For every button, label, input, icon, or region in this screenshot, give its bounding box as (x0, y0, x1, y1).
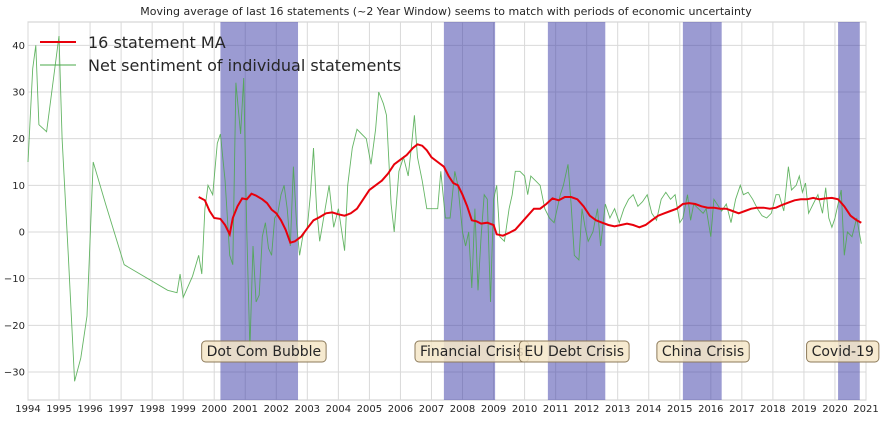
x-tick-label: 1998 (139, 404, 164, 415)
y-tick-label: −10 (4, 274, 25, 285)
annotation-background (656, 340, 750, 363)
annotation-box: EU Debt Crisis (518, 340, 630, 363)
x-tick-label: 2004 (326, 404, 351, 415)
x-tick-label: 2019 (791, 404, 816, 415)
x-tick-label: 2020 (822, 404, 847, 415)
x-tick-label: 2010 (512, 404, 537, 415)
y-tick-label: 40 (12, 41, 25, 52)
y-tick-label: −30 (4, 368, 25, 379)
x-axis: 1994 1995 1996 1997 1998 1999 2000 2001 2002 2003… (15, 404, 878, 415)
chart-title: Moving average of last 16 statements (~2… (140, 5, 752, 18)
x-tick-label: 2011 (543, 404, 568, 415)
y-tick-label: 20 (12, 134, 25, 145)
legend-net-label: Net sentiment of individual statements (88, 56, 401, 75)
y-tick-label: 0 (19, 228, 25, 239)
x-tick-label: 2003 (295, 404, 320, 415)
x-tick-label: 2021 (853, 404, 878, 415)
crisis-band (547, 22, 606, 400)
crisis-band (838, 22, 860, 400)
annotation-box: Covid-19 (806, 340, 880, 363)
annotation-label: Financial Crisis (420, 344, 524, 360)
annotation-box: Dot Com Bubble (201, 340, 327, 363)
x-tick-label: 2012 (574, 404, 599, 415)
x-tick-label: 1997 (108, 404, 133, 415)
y-tick-label: 10 (12, 181, 25, 192)
annotation-label: China Crisis (662, 344, 744, 360)
annotation-background (518, 340, 630, 363)
x-tick-label: 2005 (357, 404, 382, 415)
x-tick-label: 2018 (760, 404, 785, 415)
annotation-box: Financial Crisis (414, 340, 530, 363)
y-tick-label: 30 (12, 88, 25, 99)
x-tick-label: 1999 (170, 404, 195, 415)
annotation-label: Dot Com Bubble (207, 344, 321, 360)
annotation-label: Covid-19 (812, 344, 874, 360)
x-tick-label: 2009 (481, 404, 506, 415)
annotations: Dot Com Bubble Financial Crisis EU Debt Cr… (201, 340, 880, 363)
x-tick-label: 2001 (233, 404, 258, 415)
y-axis: −30 −20 −10 0 10 20 30 40 (4, 41, 25, 379)
x-tick-label: 2007 (419, 404, 444, 415)
series-net-sentiment-line (27, 35, 862, 382)
annotation-label: EU Debt Crisis (524, 344, 624, 360)
x-tick-label: 2015 (667, 404, 692, 415)
x-tick-label: 2016 (698, 404, 723, 415)
x-tick-label: 2013 (605, 404, 630, 415)
annotation-background (806, 340, 880, 363)
series-moving-average-line (198, 143, 862, 244)
x-tick-label: 2000 (201, 404, 226, 415)
annotation-background (201, 340, 327, 363)
x-tick-label: 2014 (636, 404, 661, 415)
x-tick-label: 2006 (388, 404, 413, 415)
x-tick-label: 2002 (264, 404, 289, 415)
x-tick-label: 1994 (15, 404, 40, 415)
x-tick-label: 2017 (729, 404, 754, 415)
legend: 16 statement MA Net sentiment of individ… (40, 33, 401, 75)
legend-ma-label: 16 statement MA (88, 33, 226, 52)
x-tick-label: 1996 (77, 404, 102, 415)
x-tick-label: 2008 (450, 404, 475, 415)
annotation-box: China Crisis (656, 340, 750, 363)
x-tick-label: 1995 (46, 404, 71, 415)
y-tick-label: −20 (4, 321, 25, 332)
series-lines (27, 35, 862, 382)
